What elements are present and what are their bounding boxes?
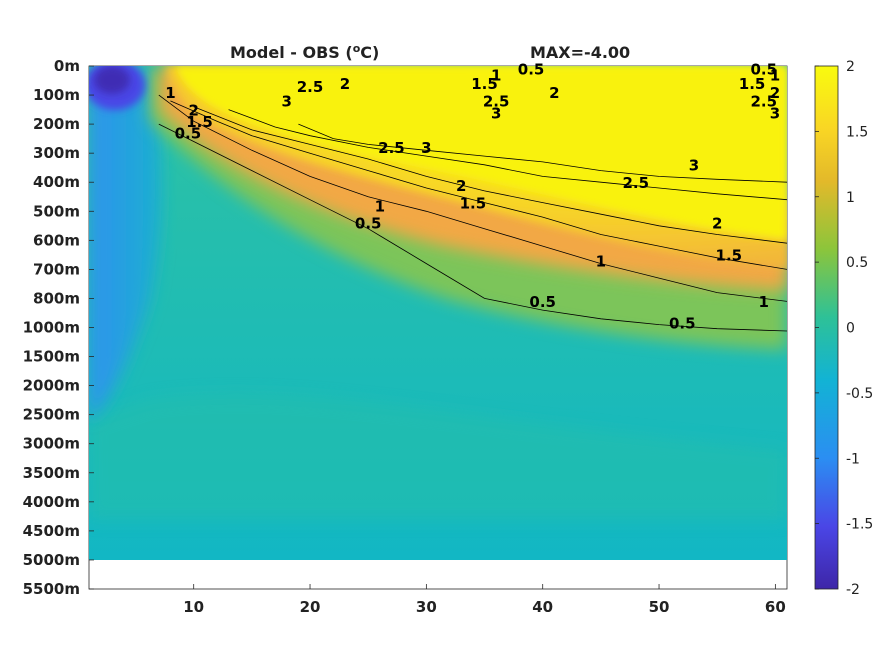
contour-line bbox=[170, 100, 787, 270]
y-tick-label: 2000m bbox=[23, 377, 80, 395]
y-tick-label: 400m bbox=[33, 173, 80, 191]
y-tick-label: 700m bbox=[33, 260, 80, 278]
y-tick-label: 2500m bbox=[23, 406, 80, 424]
contour-line bbox=[158, 94, 787, 302]
y-tick-label: 300m bbox=[33, 144, 80, 162]
contour-label: 3 bbox=[770, 104, 780, 122]
contour-label: 2 bbox=[712, 215, 722, 233]
contour-label: 0.5 bbox=[669, 315, 696, 333]
y-tick-label: 0m bbox=[54, 57, 80, 75]
y-tick-label: 200m bbox=[33, 115, 80, 133]
contour-label: 1 bbox=[375, 197, 385, 215]
contour-label: 1 bbox=[491, 67, 501, 85]
contour-label: 0.5 bbox=[529, 293, 556, 311]
contour-label: 2.5 bbox=[297, 78, 324, 96]
y-tick-label: 3500m bbox=[23, 464, 80, 482]
y-tick-label: 800m bbox=[33, 289, 80, 307]
y-tick-label: 600m bbox=[33, 231, 80, 249]
contour-label: 0.5 bbox=[518, 61, 545, 79]
x-tick-label: 40 bbox=[532, 598, 553, 616]
contour-label: 2 bbox=[549, 84, 559, 102]
heatmap-western-cold-column bbox=[89, 66, 162, 420]
contour-label: 0.5 bbox=[750, 61, 777, 79]
heatmap-midwater-patch bbox=[89, 394, 787, 520]
contour-label: 0.5 bbox=[175, 125, 202, 143]
y-tick-label: 4000m bbox=[23, 493, 80, 511]
contour-label: 1.5 bbox=[716, 247, 743, 265]
contour-line bbox=[158, 123, 787, 332]
contour-label: 2.5 bbox=[750, 93, 777, 111]
contour-label: 2 bbox=[456, 177, 466, 195]
y-tick-label: 3000m bbox=[23, 435, 80, 453]
colorbar-tick-label: -2 bbox=[846, 582, 860, 598]
contour-label: 1 bbox=[596, 252, 606, 270]
y-axis: 0m 100m 200m 300m 400m 500m 600m 700m 800m 1000m 1… bbox=[23, 57, 94, 598]
colorbar-tick-label: 1 bbox=[846, 190, 855, 206]
contour-label: 2.5 bbox=[483, 93, 510, 111]
contour-line bbox=[193, 106, 787, 244]
contour-label: 2 bbox=[340, 75, 350, 93]
contour-label: 1 bbox=[770, 67, 780, 85]
contour-label: 2.5 bbox=[378, 139, 405, 157]
colorbar-tick-label: -0.5 bbox=[846, 386, 873, 402]
colorbar-tick-label: -1 bbox=[846, 451, 860, 467]
contour-label: 2 bbox=[188, 101, 198, 119]
contour-label: 1.5 bbox=[186, 113, 213, 131]
contour-label: 1 bbox=[165, 84, 175, 102]
max-label: MAX=-4.00 bbox=[530, 43, 630, 62]
colorbar-tick-label: 1.5 bbox=[846, 124, 868, 140]
contour-label: 1 bbox=[759, 293, 769, 311]
colorbar-ticks: 2 1.5 1 0.5 0 -0.5 -1 -1.5 -2 bbox=[815, 59, 873, 598]
contour-label: 1.5 bbox=[460, 194, 487, 212]
y-tick-label: 500m bbox=[33, 202, 80, 220]
heatmap-cold-anomaly-core bbox=[94, 66, 130, 94]
contour-label: 3 bbox=[421, 139, 431, 157]
x-tick-label: 30 bbox=[416, 598, 437, 616]
x-tick-label: 60 bbox=[765, 598, 786, 616]
heatmap-field bbox=[89, 66, 787, 560]
contour-labels: 0.511.520.51 1.522.5 32.5 231.51 0.52.53232.… bbox=[165, 61, 780, 333]
y-tick-label: 4500m bbox=[23, 522, 80, 540]
colorbar-tick-label: 2 bbox=[846, 59, 855, 75]
y-tick-label: 5000m bbox=[23, 551, 80, 569]
contour-label: 3 bbox=[282, 93, 292, 111]
y-tick-label: 1000m bbox=[23, 319, 80, 337]
contour-label: 1.5 bbox=[739, 75, 766, 93]
x-tick-label: 20 bbox=[300, 598, 321, 616]
contour-label: 3 bbox=[491, 104, 501, 122]
contour-line bbox=[298, 123, 787, 183]
contour-label: 2 bbox=[770, 84, 780, 102]
contour-line bbox=[228, 109, 787, 201]
colorbar-tick-label: 0 bbox=[846, 321, 855, 337]
contour-label: 3 bbox=[689, 157, 699, 175]
x-axis: 10 20 30 40 50 60 bbox=[183, 584, 786, 616]
heatmap-yellow-core bbox=[175, 66, 787, 240]
y-tick-label: 100m bbox=[33, 86, 80, 104]
y-tick-label: 1500m bbox=[23, 348, 80, 366]
x-tick-label: 10 bbox=[183, 598, 204, 616]
contour-label: 0.5 bbox=[355, 215, 382, 233]
contour-label: 2.5 bbox=[622, 174, 649, 192]
x-tick-label: 50 bbox=[649, 598, 670, 616]
colorbar-tick-label: -1.5 bbox=[846, 517, 873, 533]
contour-label: 1.5 bbox=[471, 75, 498, 93]
chart-title: Model - OBS (oC) bbox=[230, 42, 379, 62]
contour-lines bbox=[158, 94, 787, 332]
y-tick-label: 5500m bbox=[23, 580, 80, 598]
colorbar-tick-label: 0.5 bbox=[846, 255, 868, 271]
